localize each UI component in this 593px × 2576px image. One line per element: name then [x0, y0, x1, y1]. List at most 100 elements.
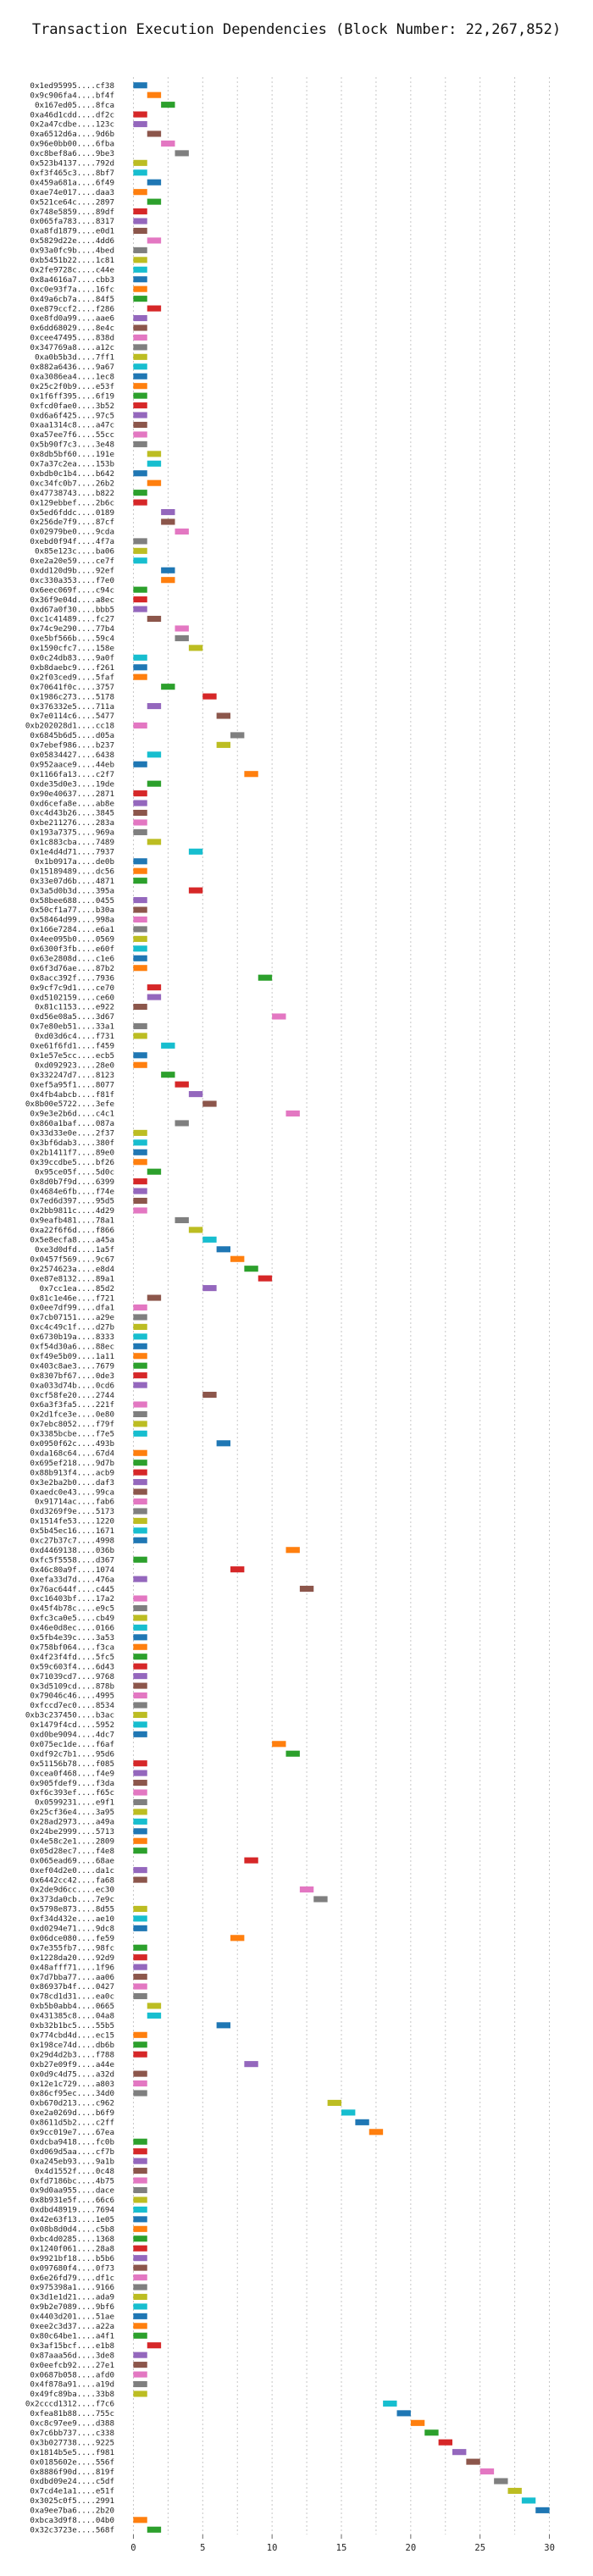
transaction-bar: [133, 1721, 147, 1728]
y-tick-label: 0xb5451b22....1c81: [30, 256, 114, 265]
transaction-bar: [133, 945, 147, 952]
y-tick-label: 0x24be2999....5713: [30, 1827, 114, 1836]
y-tick-label: 0x1e4d4d71....7937: [30, 848, 114, 857]
transaction-bar: [133, 285, 147, 292]
y-tick-label: 0x1814b5e5....f981: [30, 2448, 114, 2457]
transaction-bar: [341, 2109, 356, 2116]
y-tick-label: 0x71039cd7....9768: [30, 1672, 114, 1681]
transaction-bar: [133, 440, 147, 447]
y-tick-label: 0xe61f6fd1....f459: [30, 1042, 114, 1051]
y-tick-label: 0xf6c393ef....f65c: [30, 1788, 114, 1798]
y-tick-label: 0x7a37c2ea....153b: [30, 460, 114, 469]
y-tick-label: 0x9d0aa955....dace: [30, 2186, 114, 2196]
transaction-bar: [133, 586, 147, 593]
y-tick-label: 0xf49e5b09....1a11: [30, 1352, 114, 1361]
transaction-bar: [133, 819, 147, 826]
y-tick-label: 0x63e2808d....c1e6: [30, 954, 114, 963]
y-tick-label: 0x78cd1d31....ea0c: [30, 1992, 114, 2002]
y-tick-label: 0x4e58c2e1....2809: [30, 1836, 114, 1846]
transaction-bar: [133, 169, 147, 176]
y-tick-label: 0xdbd48919....7694: [30, 2206, 114, 2215]
y-tick-label: 0x4403d201....51ae: [30, 2313, 114, 2322]
transaction-bar: [133, 1654, 147, 1660]
transaction-bar: [133, 120, 147, 128]
transaction-bar: [133, 1992, 147, 2000]
transaction-bar: [133, 1362, 147, 1369]
transaction-bar: [133, 2255, 147, 2262]
y-tick-label: 0x87aaa56d....3de8: [30, 2351, 114, 2360]
transaction-bar: [133, 547, 147, 554]
transaction-bar: [133, 897, 147, 904]
y-tick-label: 0x695ef218....9d7b: [30, 1459, 114, 1468]
y-tick-label: 0x86cf95ec....34d0: [30, 2089, 114, 2098]
y-tick-label: 0xe8fd0a99....aae6: [30, 314, 114, 324]
transaction-bar: [188, 887, 203, 894]
transaction-bar: [133, 1401, 147, 1408]
y-tick-label: 0xc4d43b26....3845: [30, 809, 114, 818]
y-tick-label: 0x3d5109cd....878b: [30, 1681, 114, 1691]
transaction-bar: [133, 383, 147, 390]
transaction-bar: [133, 2517, 147, 2523]
y-tick-label: 0x5ed6fddc....0189: [30, 508, 114, 518]
transaction-bar: [175, 1216, 189, 1223]
transaction-bar: [161, 1042, 175, 1049]
y-tick-label: 0x51156b78....f085: [30, 1759, 114, 1769]
transaction-bar: [216, 741, 231, 748]
y-tick-label: 0x9cc019e7....67ea: [30, 2128, 114, 2137]
transaction-bar: [133, 1469, 147, 1476]
y-tick-label: 0x065fa783....8317: [30, 217, 114, 226]
y-tick-label: 0x905fdef9....f3da: [30, 1779, 114, 1788]
transaction-bar: [216, 1440, 231, 1447]
x-tick-label: 15: [336, 2543, 347, 2553]
transaction-bar: [327, 2099, 342, 2106]
y-tick-label: 0x065ead69....68ae: [30, 1856, 114, 1865]
transaction-bar: [133, 1460, 147, 1466]
transaction-bar: [133, 2380, 147, 2388]
y-tick-label: 0x3a5d0b3d....395a: [30, 886, 114, 895]
y-tick-label: 0x6730b19a....8333: [30, 1332, 114, 1342]
transaction-bar: [133, 2245, 147, 2252]
transaction-bar: [133, 1449, 147, 1456]
y-tick-label: 0x521ce64c....2897: [30, 197, 114, 207]
y-tick-label: 0xef04d2e0....da1c: [30, 1866, 114, 1875]
y-tick-label: 0x8886f90d....819f: [30, 2468, 114, 2477]
transaction-bar: [258, 974, 273, 981]
transaction-bar: [133, 363, 147, 370]
y-tick-label: 0x70641f0c....3757: [30, 683, 114, 692]
y-tick-label: 0x0ee7df99....dfa1: [30, 1304, 114, 1313]
transaction-bar: [161, 509, 175, 516]
y-tick-label: 0xc16403bf....17a2: [30, 1594, 114, 1604]
transaction-bar: [133, 402, 147, 409]
y-tick-label: 0x2bb9811c....4d29: [30, 1206, 114, 1216]
y-tick-label: 0x952aace9....44eb: [30, 760, 114, 769]
y-tick-label: 0x129ebbef....2b6c: [30, 498, 114, 507]
transaction-bar: [230, 1566, 245, 1573]
transaction-bar: [133, 1139, 147, 1146]
transaction-bar: [133, 1488, 147, 1495]
y-tick-label: 0xa033d74b....0cd6: [30, 1381, 114, 1390]
transaction-bar: [133, 1003, 147, 1011]
transaction-bar: [175, 528, 189, 535]
transaction-bar: [479, 2468, 495, 2475]
transaction-bar: [133, 276, 147, 283]
transaction-bar: [244, 1266, 258, 1272]
y-tick-label: 0xf54d30a6....88ec: [30, 1343, 114, 1352]
y-tick-label: 0xc0e93f7a....16fc: [30, 285, 114, 294]
transaction-bar: [133, 227, 147, 235]
y-tick-label: 0x85e123c....ba06: [35, 547, 114, 557]
transaction-bar: [133, 1022, 147, 1029]
y-tick-label: 0xc330a353....f7e0: [30, 576, 114, 585]
transaction-bar: [133, 2177, 147, 2184]
transaction-bar: [133, 1837, 147, 1844]
transaction-bar: [133, 1818, 147, 1825]
y-tick-label: 0xcea0f468....f4e9: [30, 1769, 114, 1778]
transaction-bar: [133, 2371, 147, 2378]
transaction-bar: [133, 2264, 147, 2271]
y-tick-label: 0xbc4d0285....1368: [30, 2235, 114, 2244]
transaction-bar: [147, 130, 162, 137]
x-tick-label: 0: [130, 2543, 136, 2553]
transaction-bar: [410, 2419, 425, 2426]
transaction-bar: [216, 712, 231, 719]
y-tick-label: 0xd67a0f30....bbb5: [30, 605, 114, 614]
y-tick-label: 0xc8bef8a6....9be3: [30, 149, 114, 158]
